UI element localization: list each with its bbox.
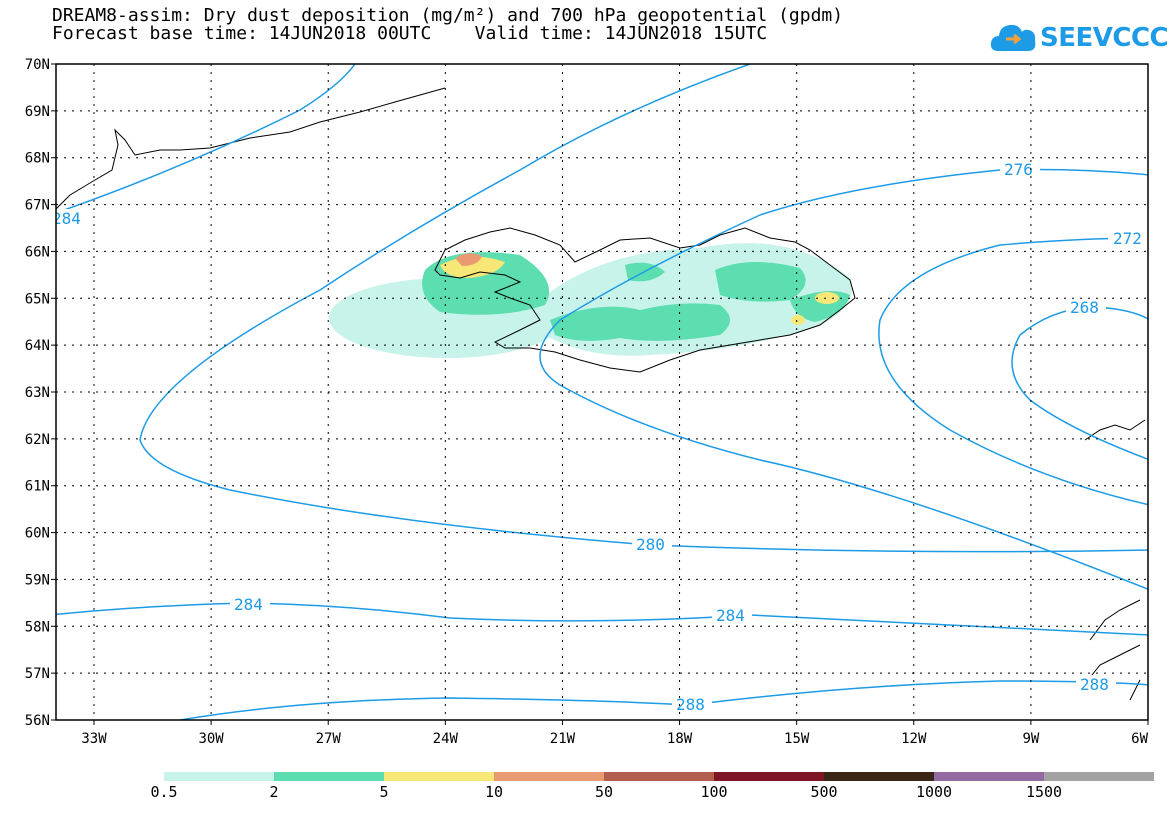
latitude-label: 69N — [25, 104, 50, 120]
contour-label-group: 276 272 268 280 284 284 288 288 284 — [52, 160, 1148, 714]
latitude-label: 56N — [25, 713, 50, 729]
colorbar-label: 1500 — [1025, 783, 1063, 801]
logo-text: SEEVCCC — [1040, 23, 1169, 53]
contour-label: 272 — [1113, 229, 1142, 248]
latitude-label: 67N — [25, 198, 50, 214]
contour-label: 284 — [716, 606, 745, 625]
longitude-label: 6W — [1131, 731, 1148, 747]
map-subtitle: Forecast base time: 14JUN2018 00UTC Vali… — [52, 23, 768, 44]
latitude-label: 59N — [25, 572, 50, 588]
latitude-label: 64N — [25, 338, 50, 354]
colorbar-swatch — [934, 772, 1044, 781]
latitude-label: 63N — [25, 385, 50, 401]
contour-label: 284 — [234, 595, 263, 614]
longitude-label: 33W — [81, 731, 107, 747]
colorbar-swatch — [384, 772, 494, 781]
latitude-label: 70N — [25, 57, 50, 73]
contour-label: 288 — [676, 695, 705, 714]
seevccc-logo: SEEVCCC — [988, 17, 1169, 57]
contour-label: 288 — [1080, 675, 1109, 694]
dust-deposition-shading — [329, 243, 852, 358]
colorbar-label: 2 — [269, 783, 279, 801]
contour-label: 276 — [1004, 160, 1033, 179]
colorbar-label: 50 — [594, 783, 614, 801]
colorbar-label: 5 — [379, 783, 389, 801]
map-title: DREAM8-assim: Dry dust deposition (mg/m²… — [52, 5, 844, 26]
graticule — [56, 64, 1148, 720]
colorbar-swatch — [714, 772, 824, 781]
colorbar-label: 100 — [700, 783, 728, 801]
latitude-label: 57N — [25, 666, 50, 682]
colorbar-swatch — [274, 772, 384, 781]
longitude-label: 30W — [198, 731, 224, 747]
cloud-icon — [990, 24, 1036, 51]
colorbar-label: 10 — [484, 783, 504, 801]
latitude-label: 62N — [25, 432, 50, 448]
latitude-label: 58N — [25, 619, 50, 635]
longitude-label: 27W — [316, 731, 342, 747]
colorbar-swatch — [824, 772, 934, 781]
colorbar-label: 1000 — [915, 783, 953, 801]
contour-label: 280 — [636, 535, 665, 554]
latitude-label: 68N — [25, 151, 50, 167]
longitude-label: 12W — [901, 731, 927, 747]
contour-label: 268 — [1070, 298, 1099, 317]
colorbar-label: 0.5 — [150, 783, 178, 801]
longitude-label: 15W — [784, 731, 810, 747]
colorbar-swatch — [1044, 772, 1154, 781]
coastlines — [56, 87, 1146, 701]
colorbar-label: 500 — [810, 783, 838, 801]
longitude-label: 18W — [667, 731, 693, 747]
latitude-label: 66N — [25, 244, 50, 260]
longitude-label: 24W — [433, 731, 459, 747]
longitude-label: 21W — [550, 731, 576, 747]
latitude-label: 60N — [25, 526, 50, 542]
longitude-label: 9W — [1022, 731, 1039, 747]
colorbar-swatch — [604, 772, 714, 781]
latitude-label: 61N — [25, 479, 50, 495]
latitude-label: 65N — [25, 291, 50, 307]
colorbar-swatch — [164, 772, 274, 781]
colorbar-swatch — [494, 772, 604, 781]
contour-label: 284 — [52, 209, 81, 228]
colorbar — [164, 772, 1154, 781]
